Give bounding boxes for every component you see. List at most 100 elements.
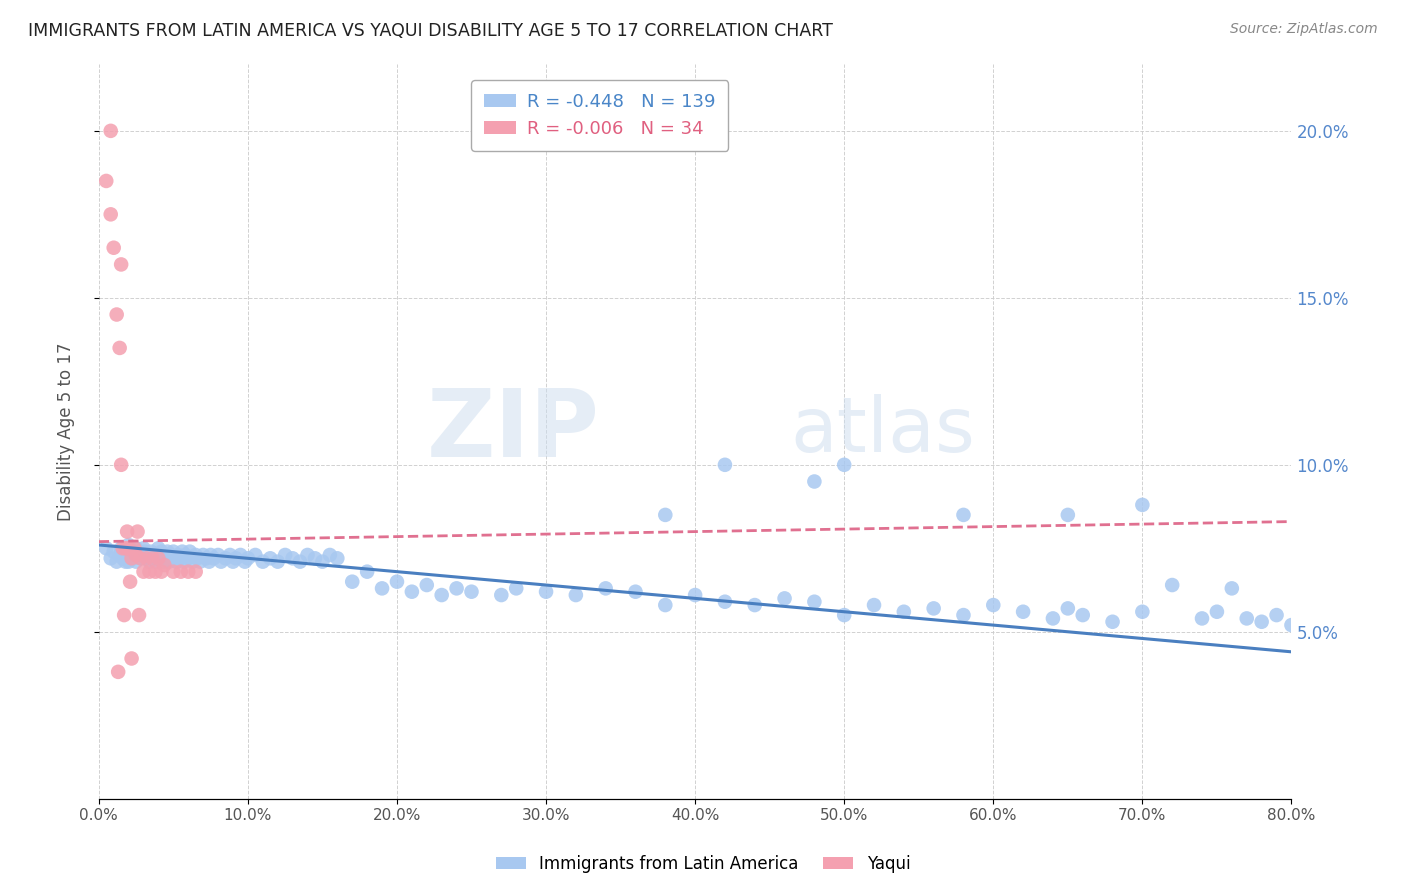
Point bbox=[236, 551, 259, 566]
Point bbox=[138, 565, 160, 579]
Point bbox=[981, 598, 1004, 612]
Point bbox=[165, 555, 187, 569]
Point bbox=[186, 551, 208, 566]
Point bbox=[229, 548, 252, 562]
Point bbox=[267, 555, 290, 569]
Point bbox=[1056, 508, 1078, 522]
Point bbox=[1132, 498, 1154, 512]
Point bbox=[832, 608, 855, 623]
Point bbox=[565, 588, 588, 602]
Point bbox=[103, 544, 125, 558]
Text: IMMIGRANTS FROM LATIN AMERICA VS YAQUI DISABILITY AGE 5 TO 17 CORRELATION CHART: IMMIGRANTS FROM LATIN AMERICA VS YAQUI D… bbox=[28, 22, 832, 40]
Point bbox=[214, 551, 236, 566]
Point bbox=[139, 544, 162, 558]
Point bbox=[132, 541, 155, 556]
Point bbox=[326, 551, 349, 566]
Point bbox=[142, 548, 165, 562]
Point bbox=[135, 551, 157, 566]
Point bbox=[125, 541, 148, 556]
Point bbox=[922, 601, 945, 615]
Point bbox=[129, 551, 152, 566]
Point bbox=[505, 582, 527, 596]
Point bbox=[195, 551, 218, 566]
Point bbox=[145, 565, 167, 579]
Point bbox=[773, 591, 796, 606]
Point bbox=[184, 548, 207, 562]
Point bbox=[1012, 605, 1035, 619]
Point bbox=[371, 582, 394, 596]
Point bbox=[252, 555, 274, 569]
Text: Source: ZipAtlas.com: Source: ZipAtlas.com bbox=[1230, 22, 1378, 37]
Point bbox=[115, 524, 138, 539]
Point bbox=[1161, 578, 1184, 592]
Point bbox=[117, 538, 139, 552]
Point bbox=[110, 458, 132, 472]
Legend: R = -0.448   N = 139, R = -0.006   N = 34: R = -0.448 N = 139, R = -0.006 N = 34 bbox=[471, 80, 728, 151]
Point bbox=[460, 584, 482, 599]
Point bbox=[198, 555, 221, 569]
Point bbox=[1265, 608, 1288, 623]
Point bbox=[832, 458, 855, 472]
Point bbox=[112, 608, 135, 623]
Point bbox=[191, 548, 214, 562]
Point bbox=[134, 544, 156, 558]
Point bbox=[138, 555, 160, 569]
Point bbox=[430, 588, 453, 602]
Point bbox=[105, 308, 128, 322]
Point bbox=[179, 544, 201, 558]
Point bbox=[96, 541, 118, 556]
Point bbox=[893, 605, 915, 619]
Point bbox=[1042, 611, 1064, 625]
Point bbox=[385, 574, 408, 589]
Point bbox=[209, 555, 232, 569]
Point bbox=[342, 574, 364, 589]
Point bbox=[96, 174, 118, 188]
Point bbox=[446, 582, 468, 596]
Point bbox=[401, 584, 423, 599]
Point bbox=[233, 555, 256, 569]
Point bbox=[274, 548, 297, 562]
Point bbox=[225, 551, 247, 566]
Point bbox=[162, 565, 184, 579]
Point bbox=[127, 548, 149, 562]
Point bbox=[129, 551, 152, 566]
Point bbox=[128, 544, 150, 558]
Point bbox=[103, 241, 125, 255]
Point bbox=[172, 544, 194, 558]
Point bbox=[114, 544, 136, 558]
Point bbox=[952, 508, 974, 522]
Point bbox=[297, 548, 319, 562]
Point bbox=[110, 541, 132, 556]
Text: ZIP: ZIP bbox=[427, 385, 600, 477]
Text: atlas: atlas bbox=[790, 394, 976, 468]
Point bbox=[288, 555, 311, 569]
Point bbox=[200, 548, 222, 562]
Point bbox=[128, 608, 150, 623]
Point bbox=[141, 551, 163, 566]
Point bbox=[132, 565, 155, 579]
Point bbox=[127, 524, 149, 539]
Point bbox=[356, 565, 378, 579]
Point bbox=[654, 508, 676, 522]
Point bbox=[132, 548, 155, 562]
Point bbox=[105, 555, 128, 569]
Point bbox=[245, 548, 267, 562]
Point bbox=[114, 555, 136, 569]
Point bbox=[121, 651, 143, 665]
Point bbox=[534, 584, 557, 599]
Point bbox=[803, 475, 825, 489]
Point bbox=[108, 548, 131, 562]
Point bbox=[155, 551, 177, 566]
Point bbox=[1191, 611, 1213, 625]
Point bbox=[114, 541, 136, 556]
Point bbox=[202, 551, 225, 566]
Point bbox=[803, 595, 825, 609]
Point bbox=[1281, 618, 1303, 632]
Point bbox=[952, 608, 974, 623]
Point bbox=[111, 541, 134, 556]
Point bbox=[714, 595, 737, 609]
Point bbox=[173, 555, 195, 569]
Point bbox=[120, 574, 142, 589]
Point bbox=[1056, 601, 1078, 615]
Point bbox=[281, 551, 304, 566]
